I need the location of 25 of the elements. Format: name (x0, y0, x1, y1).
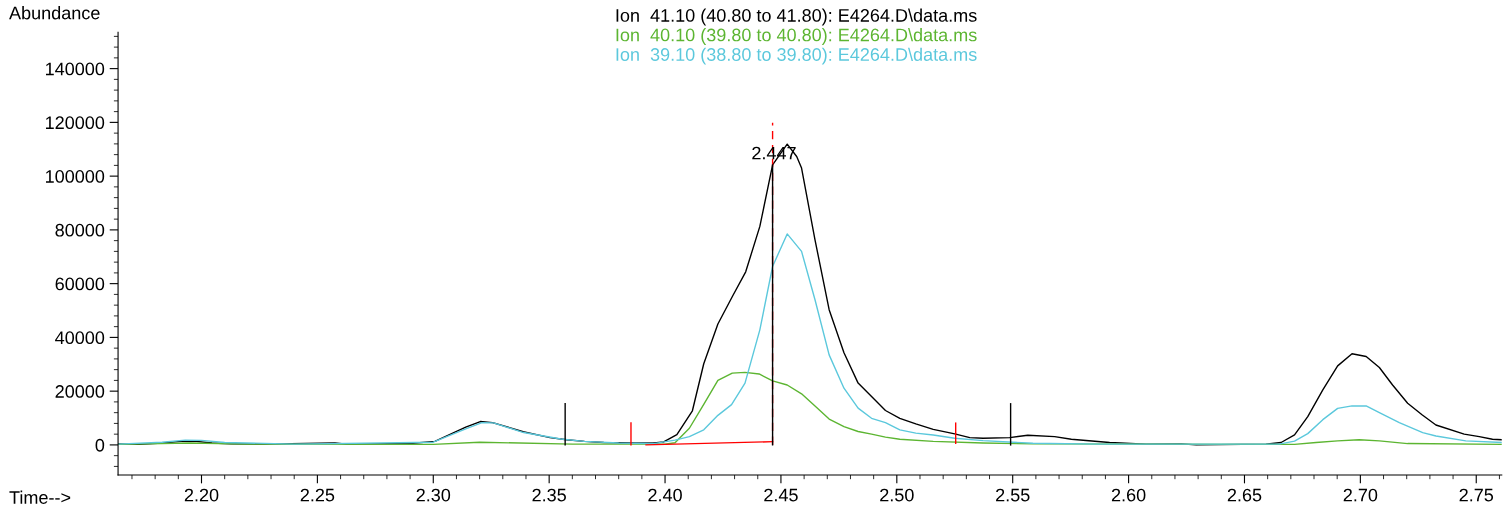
x-tick-label: 2.60 (1111, 488, 1146, 502)
y-tick-label: 120000 (46, 116, 105, 130)
x-tick-label: 2.30 (416, 488, 451, 502)
x-tick-label: 2.70 (1343, 488, 1378, 502)
x-axis-title: Time--> (9, 490, 71, 504)
x-tick-label: 2.75 (1459, 488, 1494, 502)
x-tick-label: 2.25 (300, 488, 335, 502)
text: Ion 40.10 (39.80 to 40.80): E4264.D\data.ms (616, 28, 977, 45)
y-tick-label: 100000 (46, 170, 105, 183)
x-tick-label: 2.55 (996, 488, 1030, 502)
text: Ion 39.10 (38.80 to 39.80): E4264.D\data.ms (616, 47, 977, 65)
y-tick-label: 20000 (55, 385, 105, 398)
y-tick-label: 80000 (55, 223, 105, 237)
y-tick-label: 0 (95, 438, 105, 452)
x-tick-label: 2.45 (764, 488, 798, 502)
x-tick-label: 2.40 (648, 488, 682, 502)
x-tick-label: 2.20 (184, 488, 219, 502)
x-tick-label: 2.50 (880, 488, 914, 502)
y-tick-label: 140000 (46, 62, 105, 76)
text: Ion 41.10 (40.80 to 41.80): E4264.D\data.ms (616, 8, 977, 26)
y-tick-label: 40000 (55, 331, 105, 345)
x-tick-label: 2.35 (532, 488, 566, 502)
x-tick-label: 2.65 (1227, 488, 1262, 502)
y-tick-label: 60000 (55, 277, 105, 291)
y-axis-title: Abundance (9, 6, 100, 20)
